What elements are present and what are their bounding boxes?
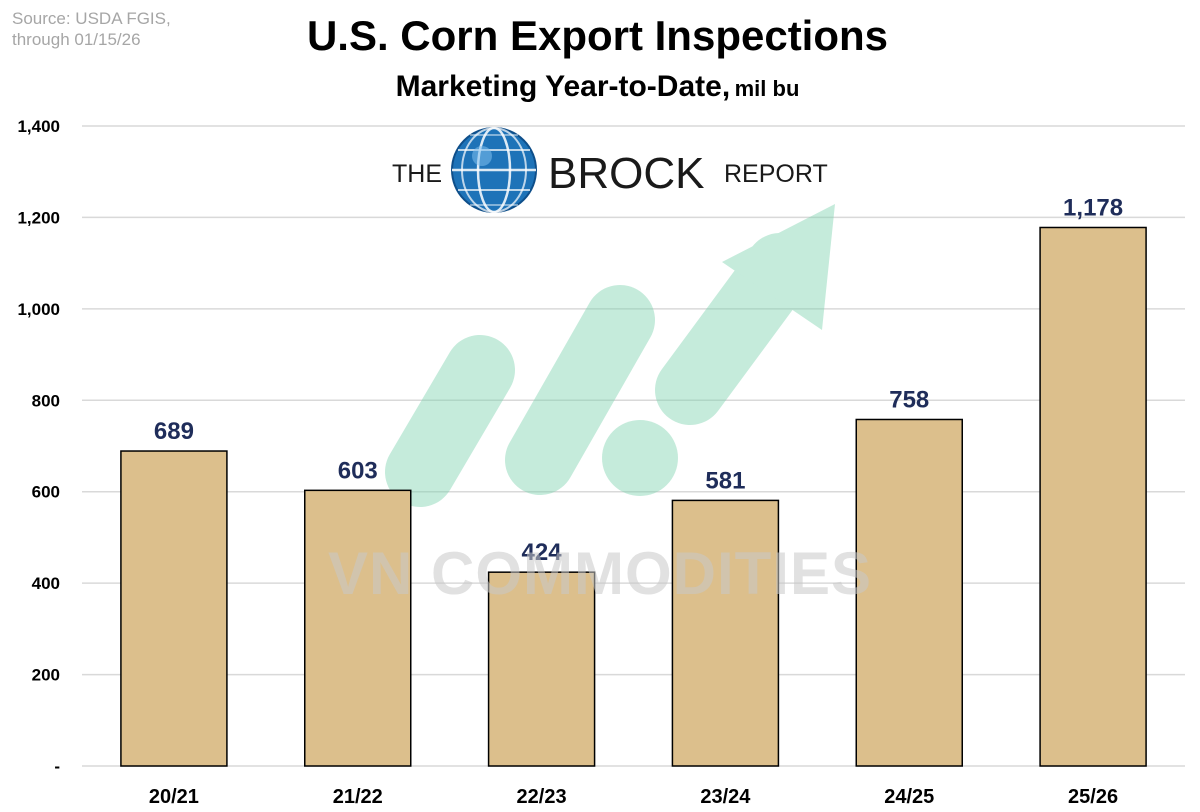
data-label: 689 (154, 418, 194, 445)
data-label: 758 (889, 386, 929, 413)
y-axis-tick-labels: - 200 400 600 800 1,000 1,200 1,400 (17, 117, 60, 776)
y-tick-label: 200 (32, 666, 60, 685)
arrow-dot (602, 420, 678, 496)
arrow-stroke-1 (385, 335, 515, 507)
bar-23-24 (671, 499, 780, 767)
x-axis-tick-labels: 20/21 21/22 22/23 23/24 24/25 25/26 (149, 786, 1118, 808)
data-label: 424 (522, 539, 563, 566)
data-label: 1,178 (1063, 194, 1123, 221)
data-label: 603 (338, 457, 378, 484)
subtitle-text: Marketing Year-to-Date, (395, 70, 731, 103)
arrow-stroke-3 (655, 233, 815, 425)
y-tick-label: 1,000 (17, 300, 60, 319)
bar-24-25 (855, 418, 963, 767)
x-tick-label: 23/24 (700, 786, 751, 808)
bar-25-26 (1039, 226, 1147, 767)
bars (120, 226, 1147, 767)
x-tick-label: 22/23 (517, 786, 567, 808)
watermark-text: VN COMMODITIES (328, 540, 872, 607)
brock-report-logo: THE BROCK REPORT (392, 126, 828, 214)
y-tick-label: - (54, 757, 60, 776)
chart-subtitle: Marketing Year-to-Date, mil bu (0, 70, 1195, 104)
source-line-2: through 01/15/26 (12, 30, 141, 49)
source-line-1: Source: USDA FGIS, (12, 9, 171, 28)
data-label: 581 (705, 467, 745, 494)
bar-22-23 (487, 571, 596, 767)
chart-title: U.S. Corn Export Inspections (306, 12, 889, 59)
y-tick-label: 800 (32, 391, 60, 410)
y-tick-label: 1,400 (17, 117, 60, 136)
growth-arrow-icon (385, 204, 835, 507)
subtitle-unit: mil bu (734, 76, 800, 101)
logo-report: REPORT (724, 160, 828, 188)
y-tick-label: 600 (32, 483, 60, 502)
logo-brock: BROCK (548, 149, 704, 198)
bar-20-21 (120, 450, 228, 767)
source-note: Source: USDA FGIS, through 01/15/26 (12, 8, 171, 50)
data-labels: 689 603 424 581 758 1,178 (154, 194, 1123, 566)
bar-21-22 (304, 489, 412, 767)
gridlines (82, 125, 1185, 767)
x-tick-label: 25/26 (1068, 786, 1118, 808)
arrow-head (722, 204, 835, 330)
y-tick-label: 400 (32, 574, 60, 593)
x-tick-label: 20/21 (149, 786, 199, 808)
x-tick-label: 21/22 (333, 786, 383, 808)
y-tick-label: 1,200 (17, 208, 60, 227)
globe-icon (451, 126, 537, 214)
logo-the: THE (392, 160, 442, 188)
arrow-stroke-2 (505, 285, 655, 495)
x-tick-label: 24/25 (884, 786, 934, 808)
